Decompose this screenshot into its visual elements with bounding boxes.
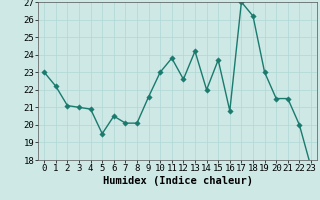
- X-axis label: Humidex (Indice chaleur): Humidex (Indice chaleur): [103, 176, 252, 186]
